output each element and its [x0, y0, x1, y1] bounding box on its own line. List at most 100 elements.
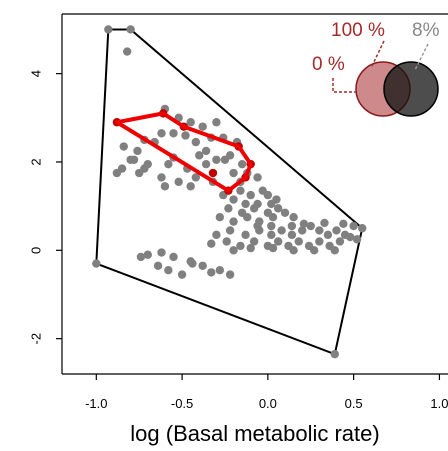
data-point — [287, 230, 297, 240]
data-point — [236, 241, 245, 251]
data-point — [330, 349, 339, 359]
data-point — [315, 226, 324, 235]
data-point — [299, 219, 309, 229]
data-point — [332, 226, 341, 235]
data-point — [225, 226, 235, 235]
data-point — [164, 159, 173, 169]
legend-label-8-percent: 8% — [412, 20, 440, 41]
x-axis-title: log (Basal metabolic rate) — [130, 421, 379, 446]
x-tick-label: 1.0 — [430, 396, 448, 411]
data-point — [289, 246, 298, 255]
x-tick-label: 0.5 — [345, 396, 363, 411]
data-point — [253, 221, 262, 231]
all-data-points — [92, 25, 367, 359]
data-point — [241, 230, 250, 240]
data-point — [229, 246, 238, 255]
data-point — [229, 195, 238, 204]
data-point — [243, 212, 252, 222]
data-point — [224, 204, 233, 213]
x-tick-label: -1.0 — [85, 396, 107, 411]
data-point — [133, 146, 142, 156]
data-point — [349, 221, 358, 231]
data-point — [249, 204, 259, 213]
data-point — [198, 261, 207, 270]
data-point — [112, 168, 122, 178]
data-point — [268, 243, 278, 253]
data-point — [222, 237, 231, 246]
data-point — [320, 218, 329, 228]
subset-hull-polygon — [114, 111, 253, 193]
data-point — [198, 122, 207, 131]
data-point — [289, 212, 298, 222]
overlap-legend: 100 % 8% 0 % — [312, 20, 440, 117]
legend-label-100-percent: 100 % — [331, 20, 385, 41]
data-point — [273, 204, 283, 213]
data-point — [169, 129, 178, 138]
data-point — [140, 164, 149, 173]
data-point — [157, 173, 166, 182]
data-point — [280, 208, 290, 217]
data-point — [174, 177, 183, 187]
data-point — [241, 199, 250, 209]
data-point — [104, 25, 113, 34]
subset-convex-hull — [114, 111, 253, 193]
data-point — [263, 190, 273, 200]
data-point — [160, 182, 170, 191]
y-tick-label: 4 — [28, 70, 43, 77]
data-point — [249, 237, 259, 246]
data-point — [119, 142, 128, 151]
data-point — [253, 173, 262, 182]
data-point — [294, 237, 303, 246]
data-point — [315, 237, 324, 246]
data-point — [164, 265, 173, 275]
data-point — [153, 261, 163, 270]
y-tick-label: 0 — [28, 247, 43, 254]
data-point — [268, 212, 278, 222]
data-point — [272, 195, 281, 204]
data-point — [215, 212, 225, 222]
data-point — [186, 118, 195, 127]
data-point — [277, 226, 286, 235]
data-point — [273, 237, 283, 246]
y-axis: -2 0 2 4 — [28, 70, 62, 344]
data-point — [157, 129, 166, 138]
data-point — [358, 224, 367, 233]
data-point — [212, 118, 221, 127]
data-point — [297, 226, 307, 235]
legend-label-0-percent: 0 % — [312, 54, 345, 75]
legend-arrow-0 — [332, 78, 356, 93]
data-point — [92, 259, 101, 268]
data-point — [207, 268, 216, 277]
data-point — [267, 230, 276, 240]
y-tick-label: -2 — [28, 333, 43, 345]
data-point — [191, 137, 201, 147]
data-point — [181, 131, 190, 140]
data-point — [220, 155, 230, 164]
data-point — [287, 221, 297, 231]
data-point — [201, 146, 211, 156]
x-tick-label: 0.0 — [259, 396, 277, 411]
data-point — [212, 230, 221, 240]
data-point — [169, 252, 178, 262]
data-point — [195, 151, 204, 160]
data-point — [186, 182, 195, 191]
data-point — [207, 239, 216, 248]
data-point — [215, 265, 225, 275]
data-point — [246, 243, 255, 253]
data-point — [306, 221, 315, 231]
data-point — [335, 237, 345, 246]
data-point — [330, 246, 339, 255]
data-point — [339, 219, 348, 229]
data-point — [229, 168, 238, 178]
data-point — [236, 186, 245, 195]
data-point — [352, 235, 362, 244]
data-point — [246, 190, 255, 200]
data-point — [201, 159, 211, 169]
data-point — [143, 250, 152, 259]
data-point — [229, 217, 238, 226]
data-point — [136, 252, 146, 262]
data-point — [177, 270, 187, 279]
data-point — [191, 173, 201, 182]
data-point — [267, 221, 276, 231]
subset-data-point — [208, 168, 218, 178]
